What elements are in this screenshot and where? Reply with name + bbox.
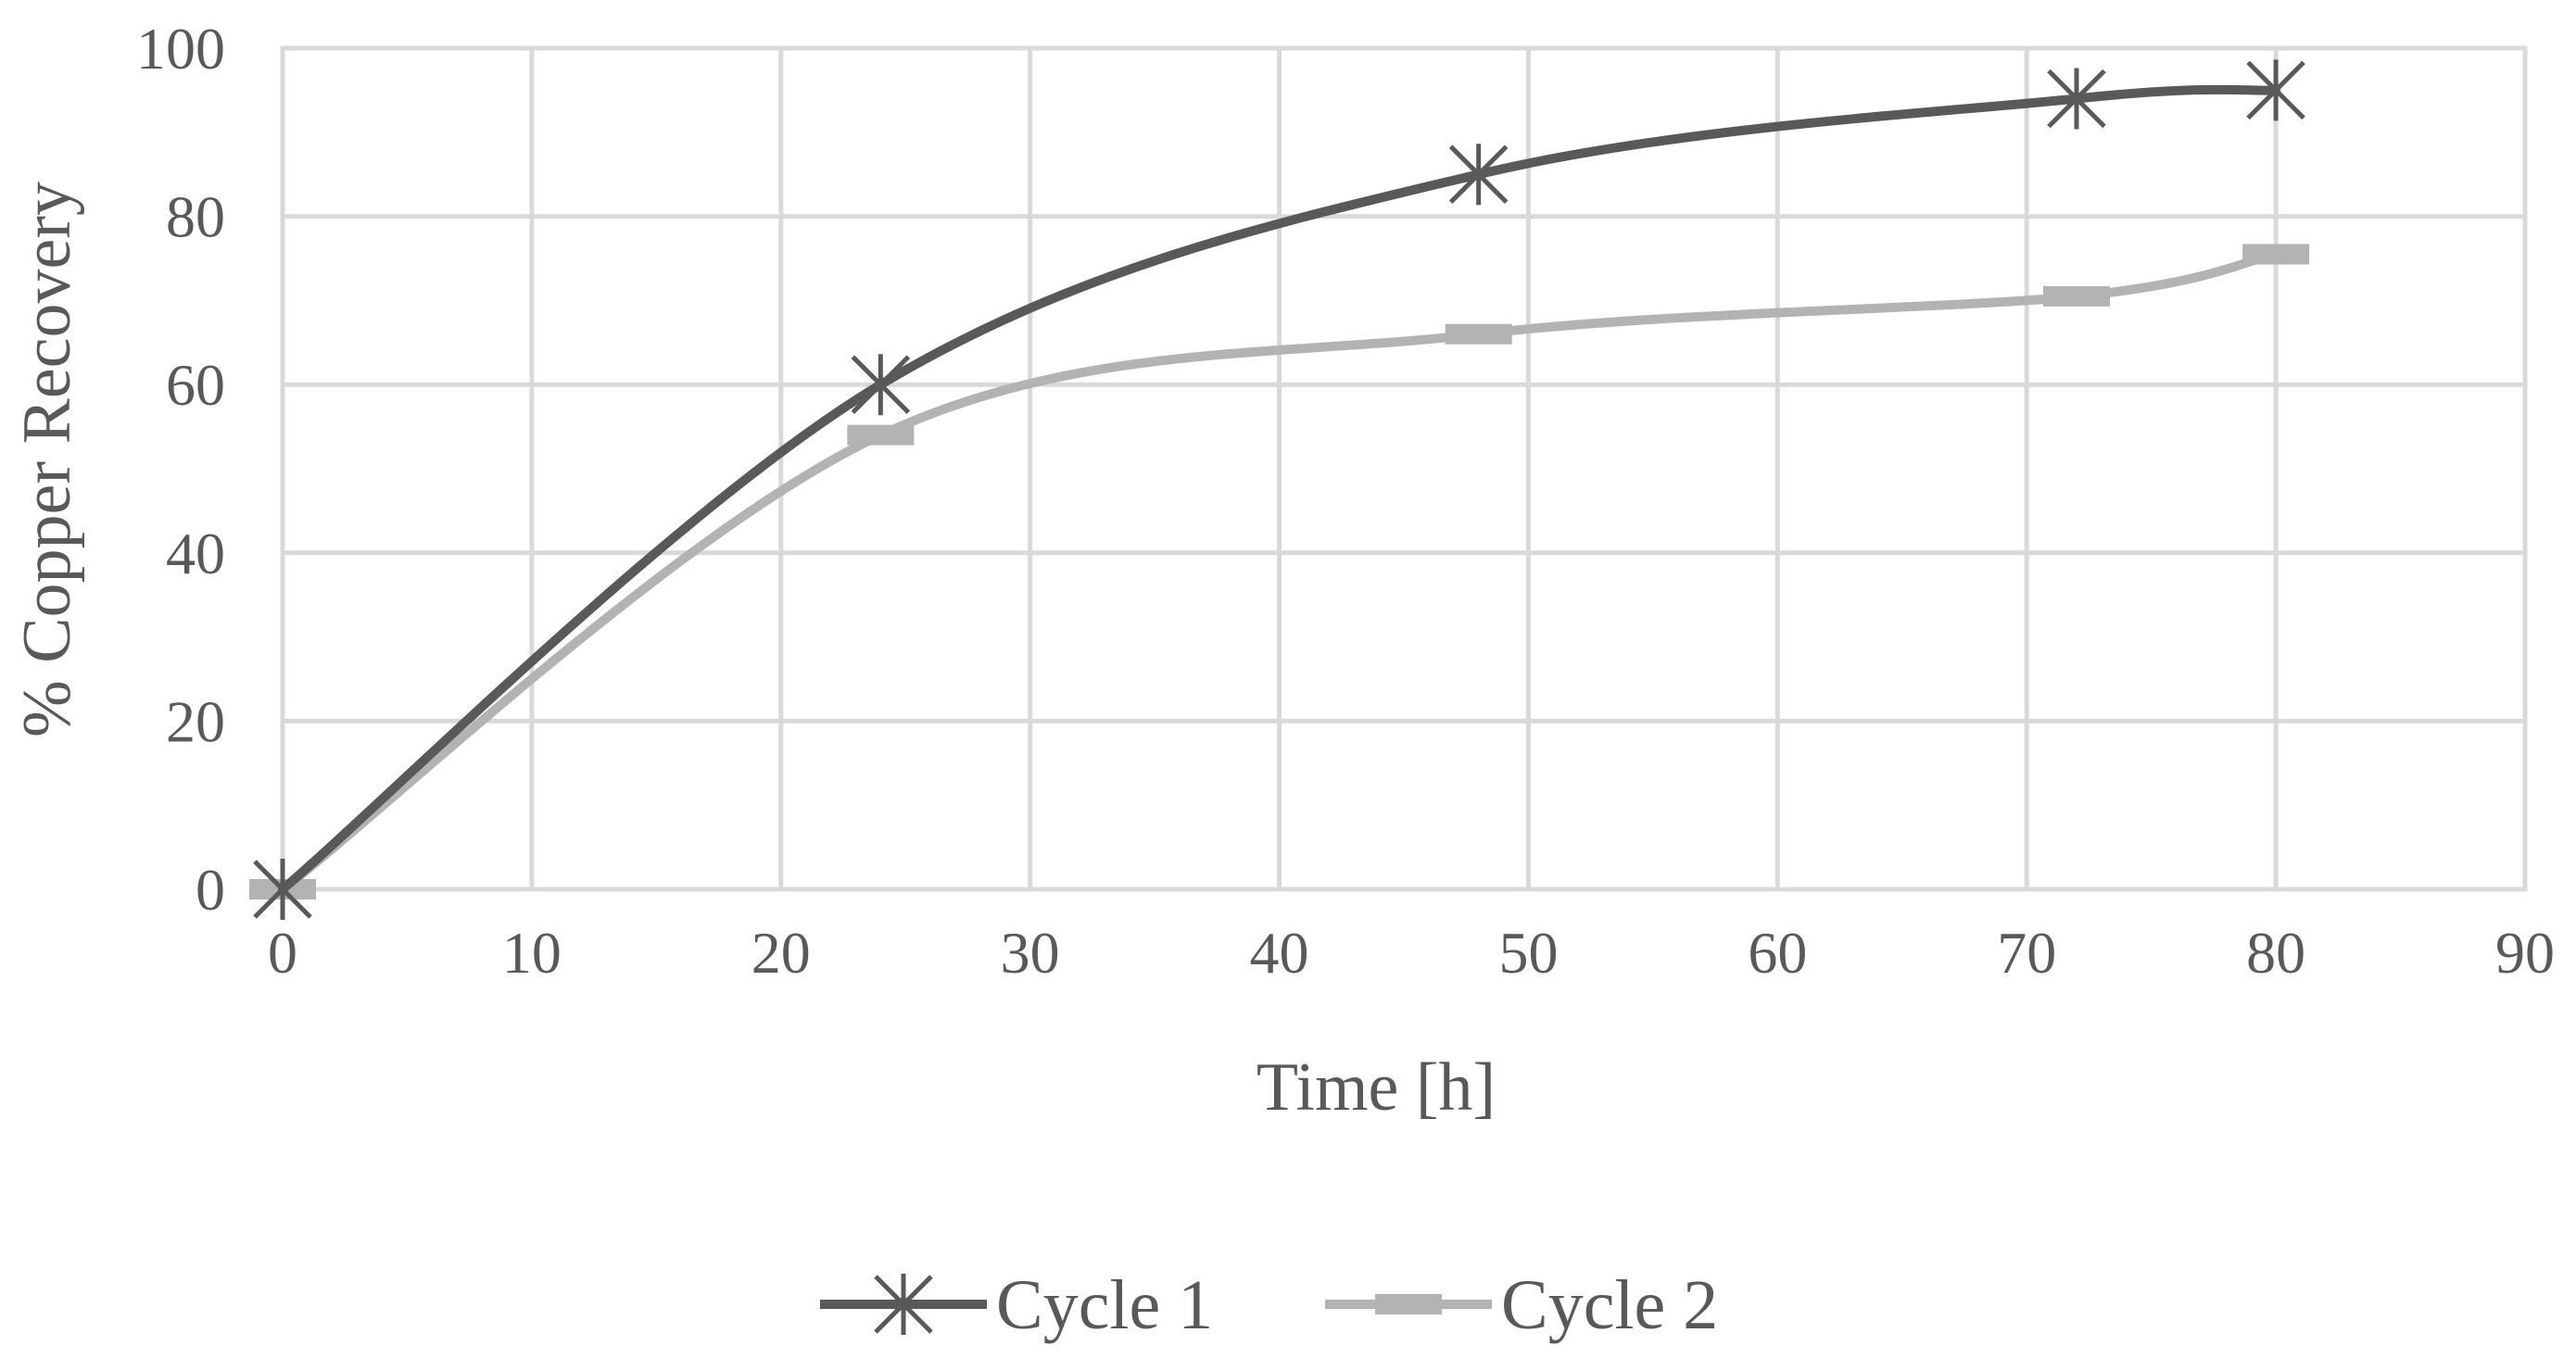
data-point-cycle-2 [2242, 244, 2310, 265]
series-layer [249, 59, 2310, 920]
data-point-cycle-2 [2043, 285, 2110, 307]
x-axis-title: Time [h] [1256, 1050, 1496, 1125]
series-cycle-2 [249, 244, 2310, 899]
data-point-cycle-1 [2047, 68, 2106, 130]
legend-item-cycle-1: Cycle 1 [820, 1266, 1213, 1344]
y-tick-label: 100 [136, 16, 225, 82]
vertical-gridlines [280, 48, 2528, 889]
plot-frame [280, 45, 2528, 892]
legend-label-cycle-2: Cycle 2 [1501, 1266, 1718, 1344]
data-point-cycle-2 [1445, 323, 1512, 345]
plot-area [280, 45, 2528, 892]
y-tick-label: 20 [166, 688, 225, 754]
y-tick-label: 0 [196, 857, 225, 923]
x-tick-label: 0 [268, 920, 297, 986]
legend-marker [1375, 1294, 1442, 1314]
x-tick-label: 90 [2495, 920, 2555, 986]
legend-swatch-cycle-2 [1325, 1294, 1492, 1314]
y-tick-label: 60 [166, 352, 225, 418]
x-tick-label: 10 [502, 920, 562, 986]
legend-item-cycle-2: Cycle 2 [1325, 1266, 1718, 1344]
x-tick-label: 40 [1250, 920, 1309, 986]
horizontal-gridlines [283, 45, 2525, 892]
legend-label-cycle-1: Cycle 1 [996, 1266, 1213, 1344]
legend-marker [874, 1274, 933, 1335]
x-axis-tick-labels: 0 10 20 30 40 50 60 70 80 90 [268, 920, 2555, 986]
data-point-cycle-1 [253, 859, 312, 920]
x-tick-label: 50 [1498, 920, 1558, 986]
y-axis-title: % Copper Recovery [9, 182, 85, 737]
data-point-cycle-1 [2246, 59, 2305, 121]
y-tick-label: 80 [166, 184, 225, 250]
data-point-cycle-2 [847, 424, 915, 446]
x-tick-label: 20 [751, 920, 811, 986]
x-tick-label: 80 [2246, 920, 2305, 986]
legend: Cycle 1 Cycle 2 [820, 1266, 1718, 1344]
legend-swatch-cycle-1 [820, 1274, 987, 1335]
series-cycle-1 [253, 59, 2305, 920]
x-tick-label: 60 [1748, 920, 1807, 986]
x-tick-label: 30 [1001, 920, 1060, 986]
y-tick-label: 40 [166, 521, 225, 586]
data-point-cycle-1 [1448, 144, 1509, 206]
y-axis-tick-labels: 0 20 40 60 80 100 [136, 16, 225, 923]
data-point-cycle-1 [851, 354, 911, 416]
x-tick-label: 70 [1997, 920, 2056, 986]
